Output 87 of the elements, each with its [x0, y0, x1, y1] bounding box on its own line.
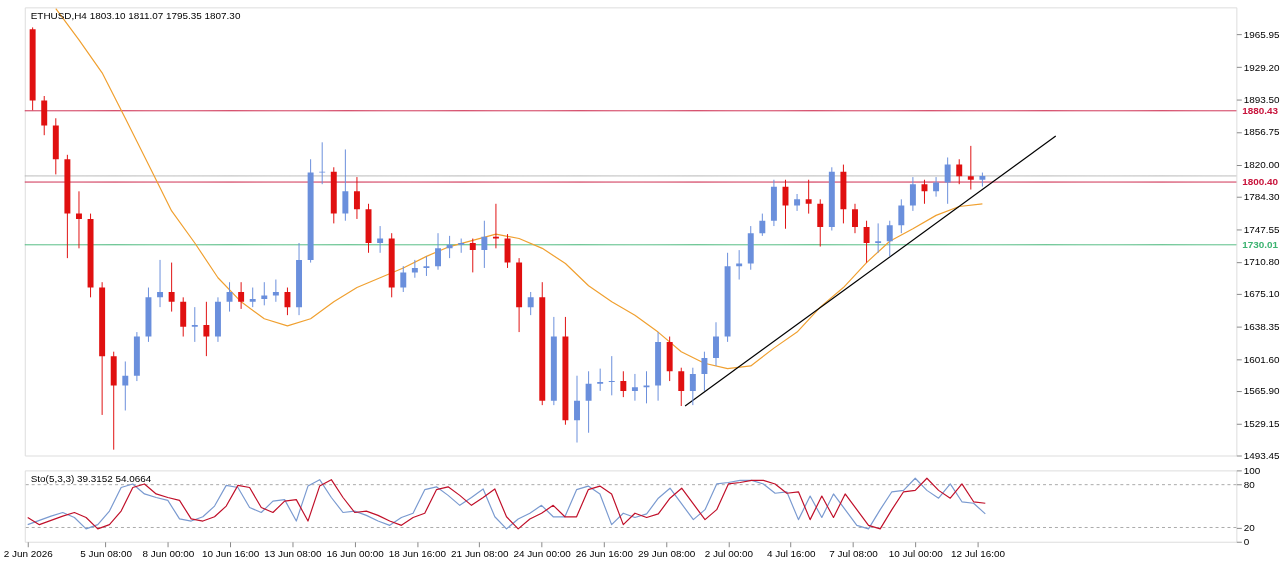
x-tick-label: 8 Jun 00:00: [142, 548, 195, 560]
candlestick: [122, 360, 129, 411]
candlestick: [157, 259, 164, 308]
ref-line-label: 1880.43: [1242, 104, 1279, 116]
y-tick-label: 1893.50: [1243, 93, 1280, 105]
candlestick: [817, 198, 824, 248]
x-tick-label: 16 Jun 00:00: [326, 548, 385, 560]
x-tick-label: 10 Jul 00:00: [888, 548, 944, 560]
y-tick-label: 1638.35: [1243, 320, 1280, 332]
candlestick: [875, 222, 882, 254]
y-tick-label: 0: [1243, 536, 1250, 548]
candlestick: [284, 287, 291, 316]
candlestick: [701, 351, 708, 392]
x-tick-label: 26 Jun 16:00: [575, 548, 634, 560]
candlestick: [492, 203, 499, 249]
candlestick: [377, 225, 384, 254]
y-tick-label: 1675.10: [1243, 288, 1280, 300]
candlestick: [620, 370, 627, 398]
y-tick-label: 20: [1243, 521, 1256, 533]
candlestick: [272, 279, 279, 303]
candlestick: [967, 145, 974, 191]
candlestick: [481, 220, 488, 269]
ref-line-label: 1800.40: [1242, 176, 1279, 188]
candlestick: [527, 291, 534, 316]
x-tick-label: 21 Jun 08:00: [451, 548, 509, 560]
candlestick: [805, 179, 812, 215]
candlestick: [342, 148, 349, 222]
y-tick-label: 1820.00: [1243, 159, 1280, 171]
chart-title: Sto(5,3,3) 39.3152 54.0664: [30, 473, 152, 485]
y-tick-label: 100: [1243, 464, 1261, 476]
x-tick-label: 12 Jul 16:00: [951, 548, 1006, 560]
candlestick: [759, 213, 766, 237]
x-tick-label: 5 Jun 08:00: [80, 548, 133, 560]
candlestick: [168, 262, 175, 313]
candlestick: [574, 375, 580, 444]
y-tick-label: 1565.90: [1243, 385, 1280, 397]
candlestick: [933, 176, 940, 198]
candlestick: [469, 238, 476, 273]
y-tick-label: 1710.80: [1243, 256, 1280, 268]
y-tick-label: 1493.45: [1243, 449, 1280, 461]
x-tick-label: 7 Jul 08:00: [829, 548, 879, 560]
candlestick: [956, 158, 963, 185]
candlestick: [608, 355, 615, 396]
candlestick: [597, 368, 604, 392]
candlestick: [585, 370, 592, 434]
y-tick-label: 1784.30: [1243, 190, 1280, 202]
candlestick: [631, 373, 638, 402]
candlestick: [319, 141, 326, 185]
candlestick: [423, 255, 430, 277]
candlestick: [794, 193, 801, 212]
candlestick: [191, 306, 198, 343]
y-tick-label: 1601.60: [1243, 353, 1280, 365]
candlestick: [435, 232, 441, 271]
candlestick: [400, 265, 407, 293]
candlestick: [76, 190, 82, 249]
candlestick: [678, 367, 685, 407]
candlestick: [411, 259, 418, 279]
line-series: [27, 477, 986, 530]
ref-line-label: 1730.01: [1242, 238, 1279, 250]
y-tick-label: 1929.20: [1243, 61, 1280, 73]
candlestick: [736, 249, 743, 281]
candlestick: [886, 220, 893, 257]
x-tick-label: 24 Jun 00:00: [513, 548, 572, 560]
y-tick-label: 1747.55: [1243, 223, 1280, 235]
candlestick: [863, 220, 870, 264]
x-tick-label: 10 Jun 16:00: [201, 548, 260, 560]
y-tick-label: 1965.95: [1243, 29, 1280, 41]
x-tick-label: 4 Jul 16:00: [766, 548, 816, 560]
candlestick: [689, 367, 696, 406]
y-tick-label: 1529.15: [1243, 418, 1280, 430]
candlestick: [203, 301, 210, 357]
candlestick: [238, 281, 245, 310]
candlestick: [226, 281, 233, 313]
x-tick-label: 2 Jul 00:00: [704, 548, 754, 560]
candlestick: [909, 176, 916, 212]
candlestick: [713, 321, 719, 367]
candlestick: [852, 203, 858, 234]
y-tick-label: 80: [1243, 479, 1256, 491]
x-tick-label: 29 Jun 08:00: [637, 548, 696, 560]
candlestick: [249, 287, 256, 308]
candlestick: [944, 156, 951, 205]
y-tick-label: 1856.75: [1243, 126, 1280, 138]
x-tick-label: 2 Jun 2026: [3, 548, 54, 560]
candlestick: [353, 176, 360, 220]
candlestick: [898, 198, 905, 234]
x-tick-label: 13 Jun 08:00: [264, 548, 323, 560]
x-tick-label: 18 Jun 16:00: [388, 548, 447, 560]
